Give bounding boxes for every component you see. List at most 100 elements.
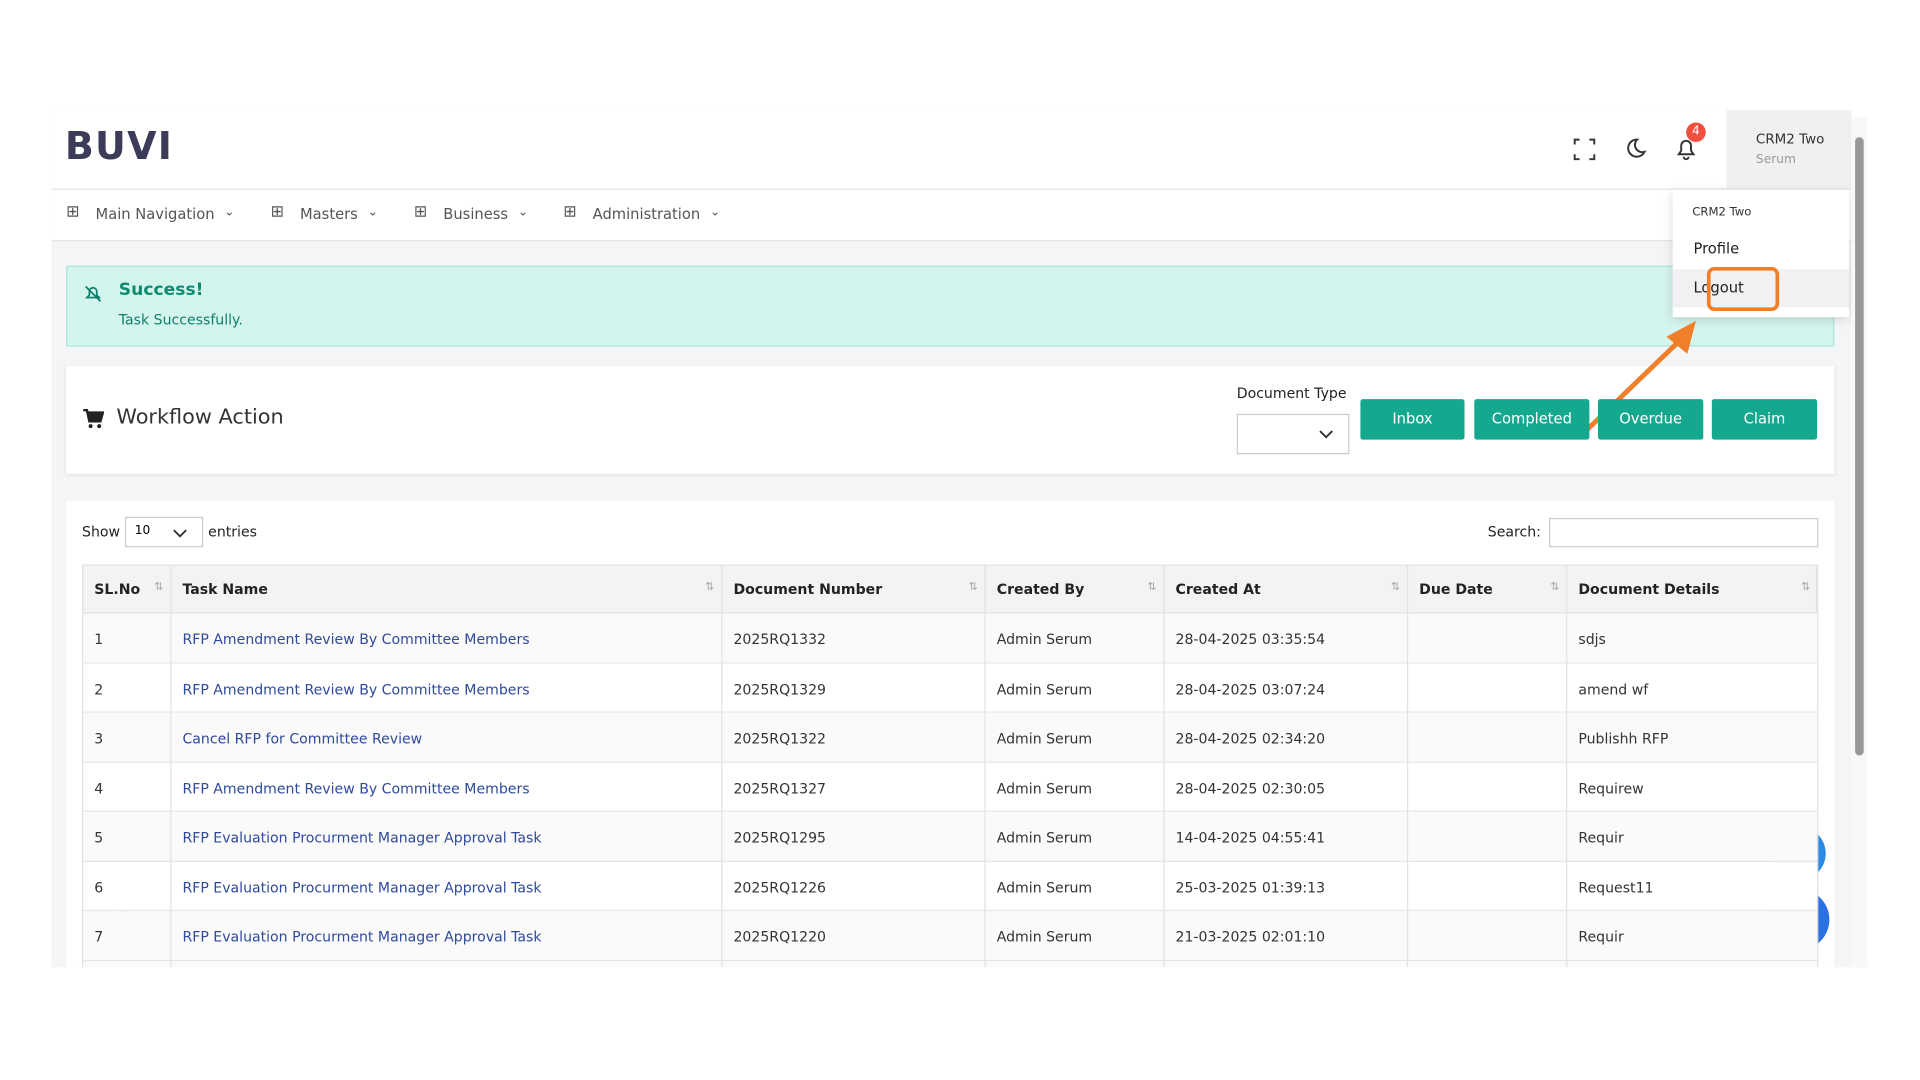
fullscreen-icon[interactable]	[1572, 137, 1596, 161]
cell-text: sdjs	[1578, 630, 1606, 648]
cell-text: 28-04-2025 02:30:05	[1175, 779, 1326, 797]
task-link[interactable]: RFP Amendment Review By Committee Member…	[182, 630, 530, 648]
highlight-box	[1706, 266, 1780, 312]
column-header[interactable]: Document Details	[1578, 580, 1720, 598]
table-row	[82, 861, 1818, 912]
bell-icon[interactable]	[1674, 136, 1698, 161]
column-divider	[82, 564, 84, 968]
nav-icon: ⊞	[413, 203, 428, 222]
cell-text: Requirew	[1578, 779, 1644, 797]
panel-title: Workflow Action	[116, 405, 284, 430]
table-row	[82, 811, 1818, 862]
user-box[interactable]	[1726, 110, 1852, 189]
column-header[interactable]: Created By	[996, 580, 1085, 598]
cell-text: Admin Serum	[996, 680, 1093, 698]
task-link[interactable]: Cancel RFP for Committee Review	[182, 729, 423, 747]
tab-button[interactable]: Inbox	[1360, 399, 1465, 440]
sort-icon[interactable]: ⇅	[705, 581, 715, 594]
search-label: Search:	[1487, 522, 1541, 541]
alert	[66, 265, 1835, 347]
nav-icon: ⊞	[66, 203, 80, 222]
task-link[interactable]: RFP Evaluation Procurment Manager Approv…	[182, 878, 542, 896]
cell-text: 28-04-2025 03:07:24	[1175, 680, 1326, 698]
sort-icon[interactable]: ⇅	[1550, 581, 1560, 594]
column-divider	[1817, 564, 1819, 968]
alert-icon	[84, 285, 102, 302]
cell-text: 1	[94, 630, 104, 648]
column-header[interactable]: Document Number	[733, 580, 883, 598]
nav-item[interactable]: Administration	[592, 205, 701, 223]
menu-logout[interactable]: Logout	[1693, 279, 1744, 297]
cell-text: Admin Serum	[996, 729, 1093, 747]
task-link[interactable]: RFP Evaluation Procurment Manager Approv…	[182, 928, 542, 946]
cell-text: amend wf	[1578, 680, 1649, 698]
table-header	[82, 564, 1818, 614]
cell-text: 2025RQ1226	[733, 878, 827, 896]
tab-button[interactable]: Completed	[1474, 399, 1590, 440]
column-divider	[721, 564, 723, 968]
table-row	[82, 960, 1818, 968]
theme-icon[interactable]	[1622, 136, 1647, 160]
cell-text: 2025RQ1332	[733, 630, 827, 648]
menu-profile[interactable]: Profile	[1693, 240, 1740, 258]
cell-text: 2025RQ1322	[733, 729, 827, 747]
cell-text: 28-04-2025 03:35:54	[1175, 630, 1326, 648]
column-header[interactable]: Task Name	[182, 580, 268, 598]
user-name: CRM2 Two	[1755, 131, 1825, 147]
cell-text: Requir	[1578, 928, 1624, 946]
tab-button[interactable]: Overdue	[1597, 399, 1704, 440]
tab-button[interactable]: Claim	[1711, 399, 1818, 440]
column-header[interactable]: Created At	[1175, 580, 1261, 598]
cell-text: 5	[94, 828, 104, 847]
cell-text: 3	[94, 729, 104, 747]
cell-text: 7	[94, 928, 104, 946]
column-divider	[1163, 564, 1165, 968]
sort-icon[interactable]: ⇅	[1391, 581, 1401, 594]
cell-text: 6	[94, 878, 104, 896]
cell-text: Admin Serum	[996, 630, 1093, 648]
column-header[interactable]: Due Date	[1419, 580, 1493, 598]
sort-icon[interactable]: ⇅	[1147, 581, 1157, 594]
logo[interactable]: BUVI	[64, 124, 174, 169]
scrollbar[interactable]	[1851, 117, 1868, 968]
cell-text: Requir	[1578, 828, 1624, 847]
table-row	[82, 762, 1818, 812]
nav-caret: ⌄	[517, 205, 529, 220]
cell-text: Request11	[1578, 878, 1654, 896]
nav-icon: ⊞	[270, 203, 284, 222]
cell-text: 14-04-2025 04:55:41	[1175, 828, 1326, 847]
nav-caret: ⌄	[224, 205, 235, 220]
cell-text: Admin Serum	[996, 828, 1093, 847]
nav-item[interactable]: Business	[443, 205, 509, 223]
doc-type-label: Document Type	[1236, 384, 1347, 402]
cell-text: 2025RQ1295	[733, 828, 827, 847]
sort-icon[interactable]: ⇅	[154, 581, 164, 594]
task-link[interactable]: RFP Amendment Review By Committee Member…	[182, 680, 530, 698]
table-row	[82, 613, 1818, 664]
cell-text: Admin Serum	[996, 928, 1093, 946]
task-link[interactable]: RFP Amendment Review By Committee Member…	[182, 779, 530, 797]
search-input[interactable]	[1548, 517, 1819, 548]
scroll-thumb[interactable]	[1855, 137, 1864, 756]
menu-hover	[1672, 269, 1849, 308]
page-size-select[interactable]: 10	[124, 516, 204, 548]
table-row	[82, 911, 1818, 961]
task-link[interactable]: RFP Evaluation Procurment Manager Approv…	[182, 828, 542, 847]
cell-text: 2025RQ1327	[733, 779, 827, 797]
cell-text: 4	[94, 779, 104, 797]
cell-text: 28-04-2025 02:34:20	[1175, 729, 1326, 747]
dropdown-name: CRM2 Two	[1692, 205, 1752, 220]
sort-icon[interactable]: ⇅	[1801, 581, 1811, 594]
nav-item[interactable]: Masters	[300, 205, 358, 223]
cell-text: 2025RQ1329	[733, 680, 827, 698]
nav-item[interactable]: Main Navigation	[95, 205, 215, 223]
cell-text: 2	[94, 680, 104, 698]
doc-type-select[interactable]	[1236, 413, 1350, 455]
column-header[interactable]: SL.No	[94, 580, 141, 598]
sort-icon[interactable]: ⇅	[968, 581, 978, 594]
cell-text: Publishh RFP	[1578, 729, 1669, 747]
header	[51, 110, 1852, 242]
page-size: 10	[134, 524, 151, 538]
